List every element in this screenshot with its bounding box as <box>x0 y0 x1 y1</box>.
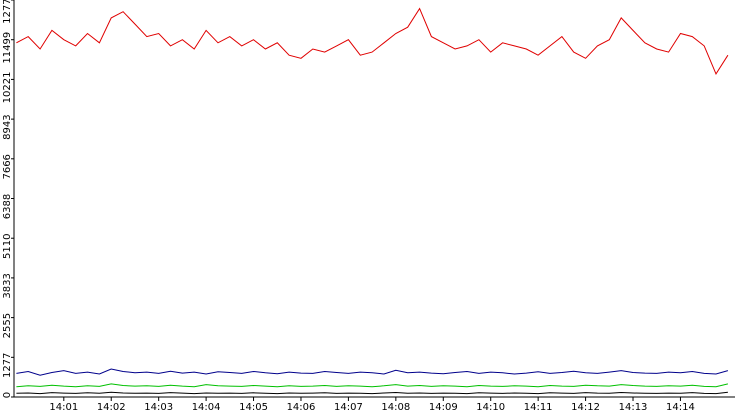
x-tick-label: 14:01 <box>49 402 78 413</box>
y-tick-label: 3833 <box>2 273 13 298</box>
y-tick-label: 10221 <box>2 72 13 104</box>
series-line <box>16 7 729 75</box>
y-tick-label: 11499 <box>2 32 13 64</box>
x-tick-label: 14:04 <box>192 402 221 413</box>
series-line <box>16 391 728 395</box>
x-tick-label: 14:06 <box>287 402 316 413</box>
x-tick-label: 14:09 <box>429 402 458 413</box>
x-tick-label: 14:10 <box>476 402 505 413</box>
x-tick-label: 14:08 <box>381 402 410 413</box>
x-tick-label: 14:12 <box>571 402 600 413</box>
y-tick-label: 2555 <box>2 313 13 338</box>
y-tick-label: 7666 <box>2 154 13 179</box>
series-line <box>16 383 729 388</box>
y-tick-label: 12777 <box>2 0 13 24</box>
x-tick-label: 14:02 <box>97 402 126 413</box>
x-tick-label: 14:07 <box>334 402 363 413</box>
y-tick-label: 6388 <box>2 194 13 219</box>
y-tick-label: 0 <box>2 392 13 398</box>
series-line <box>16 368 729 376</box>
x-tick-label: 14:11 <box>524 402 553 413</box>
x-tick-label: 14:03 <box>144 402 173 413</box>
y-tick-label: 1277 <box>2 353 13 378</box>
x-tick-label: 14:05 <box>239 402 268 413</box>
x-tick-label: 14:14 <box>666 402 695 413</box>
x-tick-label: 14:13 <box>619 402 648 413</box>
y-tick-label: 5110 <box>2 233 13 258</box>
y-tick-label: 8943 <box>2 114 13 139</box>
